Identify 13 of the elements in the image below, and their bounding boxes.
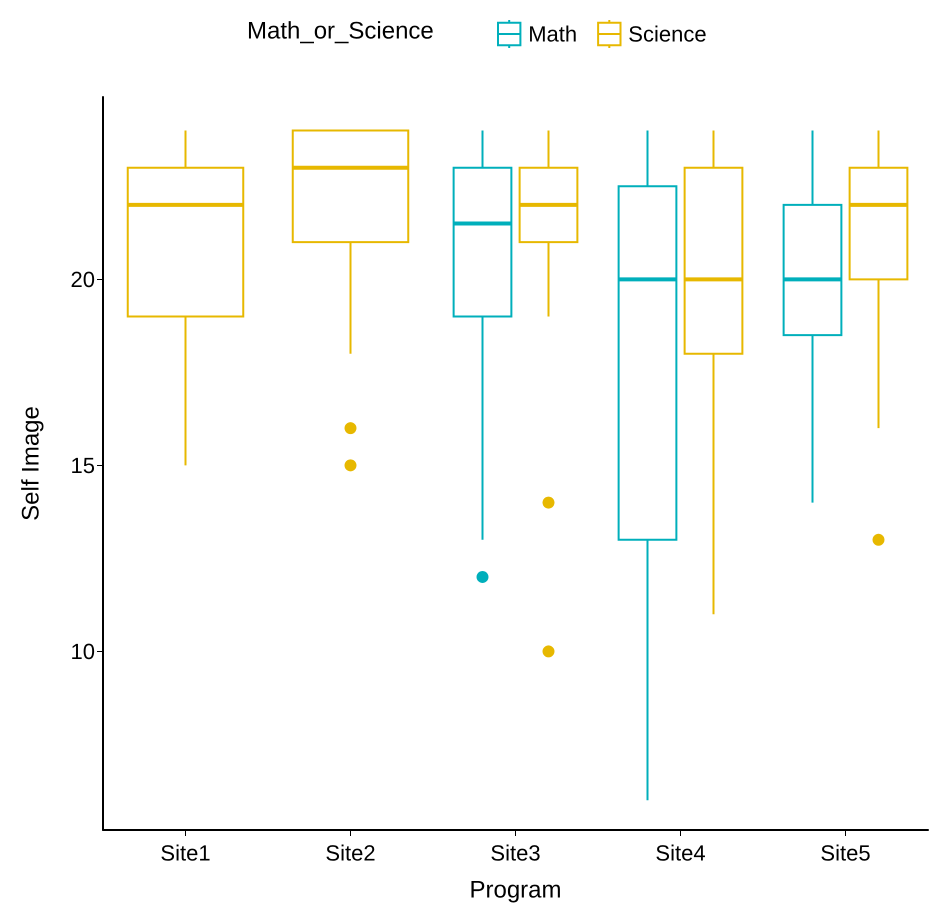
y-axis-title: Self Image	[18, 406, 44, 521]
y-tick-label: 10	[70, 638, 95, 664]
x-tick-label: Site3	[490, 840, 541, 866]
legend-label: Math	[528, 22, 578, 46]
y-tick-label: 15	[70, 452, 95, 478]
x-axis-title: Program	[469, 876, 562, 904]
x-tick-label: Site5	[820, 840, 871, 866]
legend-title: Math_or_Science	[247, 18, 434, 44]
x-tick-label: Site4	[655, 840, 706, 866]
legend-label: Science	[628, 22, 707, 46]
x-tick-label: Site2	[325, 840, 376, 866]
y-tick-label: 20	[70, 266, 95, 292]
x-tick-label: Site1	[160, 840, 211, 866]
